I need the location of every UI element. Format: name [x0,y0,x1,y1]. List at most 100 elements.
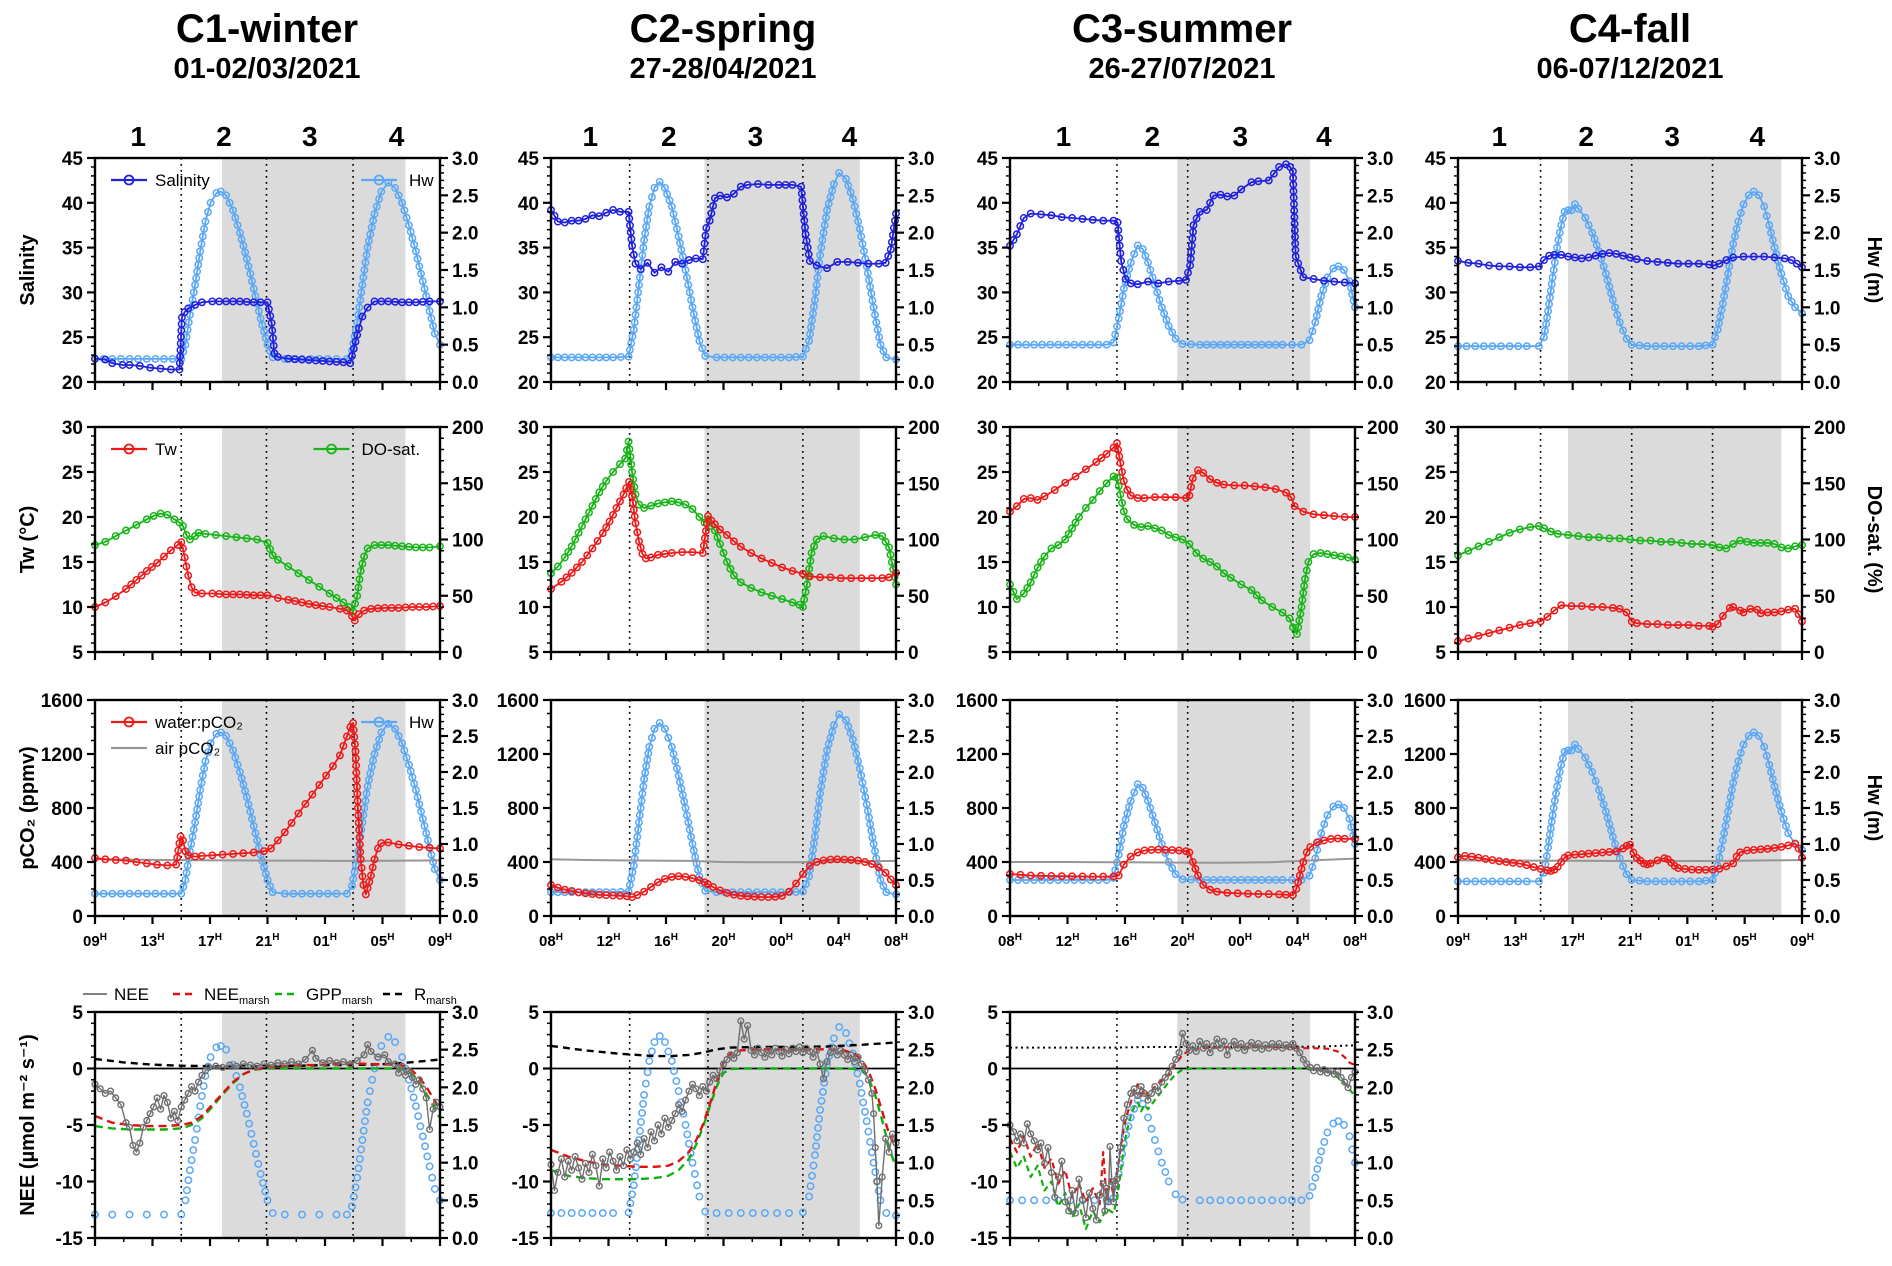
left-tick-label: 1600 [956,691,998,712]
series-air-pco- [1010,857,1356,864]
right-tick-label: 0 [1367,643,1378,664]
series-do-sat- [91,509,444,616]
series-water-pco- [1454,839,1806,875]
left-tick-label: 45 [518,149,540,170]
series-tw [1454,601,1806,646]
series-hw [1454,187,1806,351]
phase-label-2: 2 [1578,121,1594,152]
series-hw [547,710,900,899]
hour-tick-label: 17H [1561,932,1585,950]
phase-label-2: 2 [216,121,232,152]
right-tick-label: 150 [452,474,484,495]
right-tick-label: 2.5 [452,186,479,207]
left-tick-label: 5 [987,643,998,664]
left-tick-label: 400 [507,853,539,874]
right-tick-label: 2.0 [1814,224,1840,245]
campaign-title: C1-winter [175,7,359,51]
axis-ticks: -15 -10 -5 0 5 0.0 0.5 1.0 1.5 2.0 2.5 3.0 [512,1003,935,1250]
panel-C2-pco2: 0 400 800 1200 1600 0.0 0.5 1.0 1.5 2.0 2.5 3.0 08H 1… [497,691,935,950]
campaign-date: 06-07/12/2021 [1536,53,1724,85]
left-tick-label: 1200 [497,745,539,766]
right-tick-label: 2.5 [452,1041,479,1062]
hour-tick-label: 04H [827,932,851,950]
right-tick-label: 2.0 [1367,224,1393,245]
series-gpp-marsh [1008,1067,1356,1231]
hour-tick-label: 05H [1733,932,1757,950]
campaign-date: 01-02/03/2021 [173,53,361,85]
legend-label: DO-sat. [362,440,421,459]
series-r-marsh [94,1057,441,1068]
right-tick-label: 1.0 [452,1154,478,1175]
right-tick-label: 0 [908,643,919,664]
phase-label-2: 2 [661,121,677,152]
left-tick-label: 20 [1425,508,1446,529]
left-tick-label: 25 [518,328,540,349]
panel-C3-tw-do: 5 10 15 20 25 30 0 50 100 150 200 [977,418,1399,664]
campaign-date: 26-27/07/2021 [1088,53,1276,85]
right-tick-label: 0.0 [452,907,478,928]
right-tick-label: 0.0 [452,1229,478,1250]
hour-tick-label: 16H [1113,932,1137,950]
left-tick-label: 30 [977,418,998,439]
left-tick-label: 5 [528,1003,539,1024]
left-tick-label: 1200 [956,745,998,766]
campaign-title: C3-summer [1071,7,1293,51]
phase-label-1: 1 [1491,121,1507,152]
phase-label-1: 1 [583,121,599,152]
legend-label: GPPmarsh [306,985,372,1007]
left-tick-label: 10 [62,598,83,619]
hour-tick-label: 09H [428,932,452,950]
right-tick-label: 50 [908,587,929,608]
axis-title-right-row3: Hw (m) [1863,775,1885,842]
right-tick-label: 2.0 [908,1078,934,1099]
right-tick-label: 0.5 [1367,336,1394,357]
phase-label-3: 3 [302,121,318,152]
left-tick-label: 0 [528,1060,539,1081]
right-tick-label: 1.0 [1814,298,1840,319]
right-tick-label: 0.0 [908,907,934,928]
right-tick-label: 150 [1814,474,1846,495]
left-tick-label: 20 [977,508,998,529]
night-shading [221,700,406,916]
left-tick-label: -5 [66,1116,83,1137]
right-tick-label: 0 [452,643,463,664]
hour-tick-label: 08H [1343,932,1367,950]
left-tick-label: 30 [1425,418,1446,439]
right-tick-label: 2.0 [1367,763,1393,784]
right-tick-label: 100 [452,531,484,552]
left-tick-label: 35 [62,239,84,260]
right-tick-label: 1.5 [908,1116,935,1137]
legend-label: Hw [409,713,434,732]
left-tick-label: 25 [977,328,999,349]
right-tick-label: 2.5 [1367,186,1394,207]
right-tick-label: 1.5 [1814,799,1841,820]
series-do-sat- [1006,472,1359,638]
left-tick-label: 45 [62,149,84,170]
column-title-c3: C3-summer 26-27/07/2021 [1072,6,1292,86]
series-r-marsh [1010,1044,1356,1049]
right-tick-label: 2.5 [452,727,479,748]
right-tick-label: 50 [1367,587,1388,608]
left-tick-label: -10 [56,1173,83,1194]
hour-tick-label: 20H [712,932,736,950]
right-tick-label: 1.5 [908,261,935,282]
night-shading [704,158,860,382]
right-tick-label: 3.0 [452,1003,478,1024]
left-tick-label: 40 [1425,194,1446,215]
panel-C1-pco2: 0 400 800 1200 1600 0.0 0.5 1.0 1.5 2.0 2.5 3.0 09H 1… [41,691,479,950]
axis-ticks: -15 -10 -5 0 5 0.0 0.5 1.0 1.5 2.0 2.5 3.0 [971,1003,1394,1250]
left-tick-label: 1600 [497,691,539,712]
right-tick-label: 1.5 [1367,261,1394,282]
column-title-c1: C1-winter 01-02/03/2021 [173,6,360,86]
left-tick-label: 45 [1425,149,1447,170]
night-shading [1177,427,1311,652]
right-tick-label: 1.0 [452,835,478,856]
left-tick-label: 1200 [41,745,83,766]
panel-C4-tw-do: 5 10 15 20 25 30 0 50 100 150 200 [1425,418,1846,664]
right-tick-label: 1.0 [1814,835,1840,856]
axis-title-left-row3: pCO₂ (ppmv) [17,746,39,869]
right-tick-label: 100 [1367,531,1399,552]
left-tick-label: 15 [62,553,84,574]
right-tick-label: 1.0 [908,1154,934,1175]
right-tick-label: 200 [908,418,940,439]
